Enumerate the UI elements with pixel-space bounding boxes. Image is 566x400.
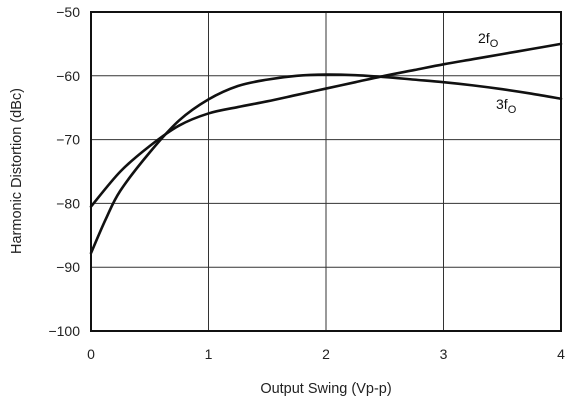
y-tick-labels: −50 −60 −70 −80 −90 −100 [48,4,80,339]
grid-lines [90,11,562,332]
x-tick-label: 3 [440,346,448,362]
y-tick-label: −50 [56,4,80,20]
series-label-2fo: 2fO [478,30,499,50]
plot-frame [90,11,562,332]
series-line-2fo [89,42,563,208]
x-tick-label: 1 [205,346,213,362]
x-tick-labels: 0 1 2 3 4 [87,346,565,362]
y-tick-label: −90 [56,259,80,275]
y-tick-label: −70 [56,132,80,148]
series-label-3fo: 3fO [496,96,517,116]
y-axis-label: Harmonic Distortion (dBc) [9,88,25,254]
x-axis-label: Output Swing (Vp-p) [260,381,391,397]
series-line-3fo [89,73,563,255]
y-tick-label: −60 [56,68,80,84]
y-tick-label: −80 [56,195,80,211]
x-tick-label: 2 [322,346,330,362]
series-lines [89,42,563,255]
y-tick-label: −100 [48,323,80,339]
x-tick-label: 0 [87,346,95,362]
x-tick-label: 4 [557,346,565,362]
